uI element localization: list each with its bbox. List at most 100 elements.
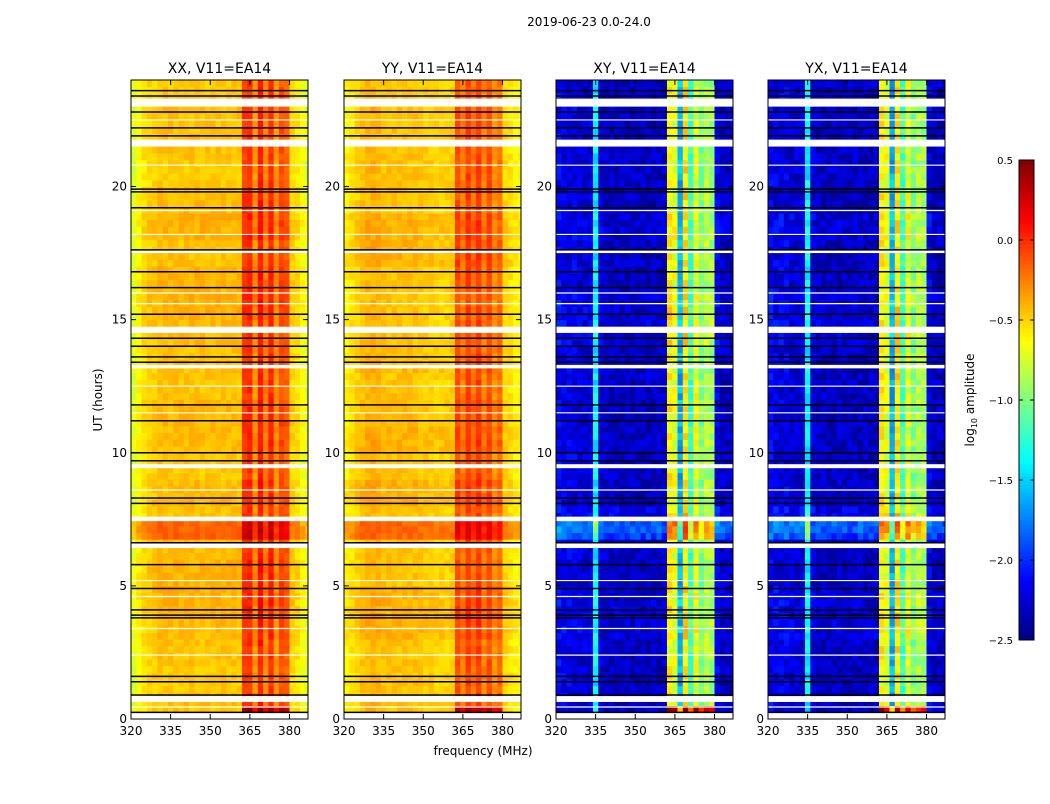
heatmap-cell xyxy=(179,679,185,686)
heatmap-cell xyxy=(487,393,493,400)
heatmap-cell xyxy=(300,193,306,200)
heatmap-cell xyxy=(455,666,461,673)
heatmap-cell xyxy=(247,273,253,280)
heatmap-cell xyxy=(290,147,296,154)
heatmap-cell xyxy=(231,293,237,300)
heatmap-cell xyxy=(168,240,174,247)
heatmap-cell xyxy=(263,193,269,200)
heatmap-cell xyxy=(242,426,248,433)
heatmap-cell xyxy=(210,533,216,540)
heatmap-cell xyxy=(508,406,514,413)
heatmap-cell xyxy=(205,439,211,446)
heatmap-cell xyxy=(131,193,137,200)
heatmap-cell xyxy=(136,632,142,639)
heatmap-cell xyxy=(216,652,222,659)
heatmap-cell xyxy=(300,619,306,626)
heatmap-cell xyxy=(189,213,195,220)
heatmap-cell xyxy=(295,346,301,353)
heatmap-cell xyxy=(376,533,382,540)
heatmap-cell xyxy=(402,573,408,580)
heatmap-cell xyxy=(237,439,243,446)
heatmap-cell xyxy=(131,80,137,87)
heatmap-cell xyxy=(152,679,158,686)
heatmap-cell xyxy=(142,273,148,280)
heatmap-cell xyxy=(258,240,264,247)
heatmap-cell xyxy=(253,553,259,560)
heatmap-cell xyxy=(455,686,461,693)
heatmap-cell xyxy=(147,167,153,174)
heatmap-cell xyxy=(136,80,142,87)
heatmap-cell xyxy=(439,586,445,593)
heatmap-cell xyxy=(434,679,440,686)
heatmap-cell xyxy=(231,346,237,353)
heatmap-cell xyxy=(142,120,148,127)
heatmap-cell xyxy=(497,453,503,460)
heatmap-cell xyxy=(284,200,290,207)
heatmap-cell xyxy=(503,473,509,480)
heatmap-cell xyxy=(487,406,493,413)
heatmap-cell xyxy=(168,346,174,353)
heatmap-cell xyxy=(231,153,237,160)
heatmap-cell xyxy=(147,453,153,460)
heatmap-cell xyxy=(344,439,350,446)
heatmap-cell xyxy=(492,573,498,580)
heatmap-cell xyxy=(247,180,253,187)
heatmap-cell xyxy=(423,473,429,480)
heatmap-cell xyxy=(205,646,211,653)
heatmap-cell xyxy=(210,666,216,673)
heatmap-cell xyxy=(173,686,179,693)
heatmap-cell xyxy=(242,180,248,187)
heatmap-cell xyxy=(513,679,519,686)
heatmap-cell xyxy=(216,240,222,247)
heatmap-cell xyxy=(471,599,477,606)
heatmap-cell xyxy=(513,439,519,446)
heatmap-cell xyxy=(492,433,498,440)
heatmap-cell xyxy=(210,439,216,446)
heatmap-cell xyxy=(365,439,371,446)
heatmap-cell xyxy=(513,533,519,540)
heatmap-cell xyxy=(216,586,222,593)
heatmap-cell xyxy=(492,413,498,420)
heatmap-cell xyxy=(205,652,211,659)
heatmap-cell xyxy=(247,439,253,446)
heatmap-cell xyxy=(242,306,248,313)
heatmap-cell xyxy=(274,213,280,220)
heatmap-cell xyxy=(184,386,190,393)
heatmap-cell xyxy=(173,679,179,686)
heatmap-cell xyxy=(355,632,361,639)
heatmap-cell xyxy=(163,652,169,659)
heatmap-cell xyxy=(492,626,498,633)
heatmap-cell xyxy=(497,533,503,540)
heatmap-cell xyxy=(258,526,264,533)
heatmap-cell xyxy=(216,226,222,233)
heatmap-cell xyxy=(226,320,232,327)
heatmap-cell xyxy=(184,619,190,626)
heatmap-cell xyxy=(365,426,371,433)
heatmap-cell xyxy=(152,173,158,180)
heatmap-cell xyxy=(481,473,487,480)
heatmap-cell xyxy=(284,147,290,154)
heatmap-cell xyxy=(189,506,195,513)
flagged-interval xyxy=(131,713,308,719)
heatmap-cell xyxy=(355,573,361,580)
heatmap-cell xyxy=(168,413,174,420)
heatmap-cell xyxy=(136,153,142,160)
heatmap-cell xyxy=(247,433,253,440)
heatmap-cell xyxy=(221,373,227,380)
heatmap-cell xyxy=(295,160,301,167)
heatmap-cell xyxy=(492,479,498,486)
heatmap-cell xyxy=(360,506,366,513)
heatmap-cell xyxy=(407,526,413,533)
heatmap-cell xyxy=(508,413,514,420)
figure-title: 2019-06-23 0.0-24.0 xyxy=(527,15,651,29)
heatmap-cell xyxy=(237,599,243,606)
heatmap-cell xyxy=(242,553,248,560)
heatmap-cell xyxy=(231,373,237,380)
heatmap-cell xyxy=(231,639,237,646)
heatmap-cell xyxy=(392,586,398,593)
heatmap-cell xyxy=(231,599,237,606)
heatmap-cell xyxy=(179,659,185,666)
heatmap-cell xyxy=(418,526,424,533)
heatmap-cell xyxy=(258,439,264,446)
heatmap-cell xyxy=(152,167,158,174)
